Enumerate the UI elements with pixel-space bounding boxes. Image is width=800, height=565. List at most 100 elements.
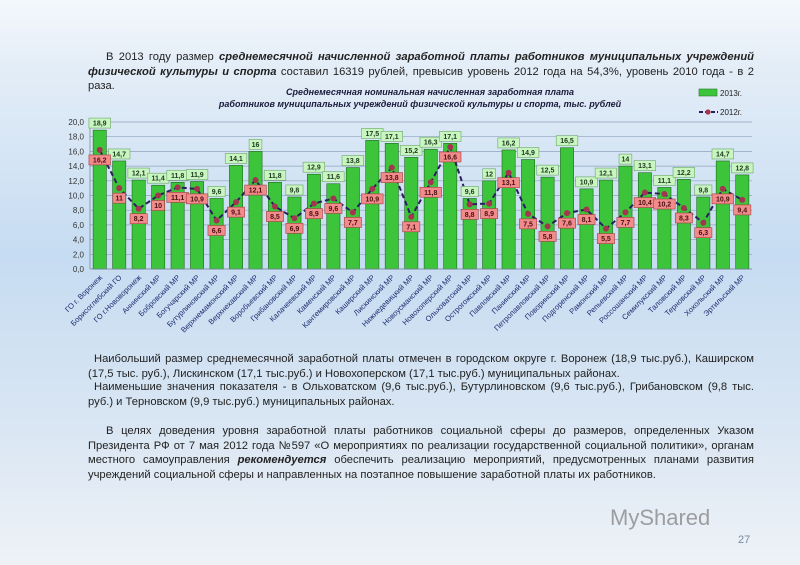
point-2012: [388, 164, 395, 171]
label-2012-box: [538, 231, 557, 242]
bar-2013: [306, 173, 321, 270]
chart-title-line1: Среднемесячная номинальная начисленная з…: [286, 87, 574, 97]
label-2012-box: [402, 221, 421, 233]
label-2013-box: [694, 184, 713, 196]
label-2012: 9,6: [329, 206, 339, 213]
label-2013: 11,9: [190, 172, 203, 179]
y-tick-label: 18,0: [68, 133, 84, 142]
point-2012: [680, 204, 687, 211]
label-2013-box: [482, 168, 496, 180]
y-tick-label: 2,0: [73, 250, 85, 259]
label-2012-box: [597, 233, 615, 244]
bar-2013: [637, 172, 652, 270]
text-segment: Наибольший размер среднемесячной заработ…: [88, 353, 754, 380]
label-2012: 8,8: [465, 212, 475, 219]
label-2012: 11,8: [424, 190, 437, 197]
label-2013: 11,1: [658, 178, 671, 185]
legend-label-2012: 2012г.: [720, 108, 742, 117]
point-2012: [719, 185, 726, 192]
point-2012: [310, 200, 317, 207]
label-2013: 15,2: [404, 148, 418, 155]
label-2012-box: [361, 193, 384, 205]
label-2013: 16,3: [424, 140, 438, 147]
point-2012: [427, 179, 434, 186]
label-2012-box: [558, 217, 576, 229]
bar-2013: [423, 148, 438, 270]
text-segment: составил 16319 рублей, превысив уровень …: [88, 65, 754, 93]
text-segment: Наименьшие значения показателя - в Ольхо…: [88, 381, 754, 408]
label-2012-box: [112, 192, 126, 204]
point-2012: [564, 210, 571, 217]
point-2012: [661, 191, 668, 198]
legend-swatch-2013: [698, 88, 718, 97]
point-2012: [466, 201, 473, 208]
page-number: 27: [738, 534, 751, 546]
label-2013-box: [400, 144, 423, 156]
label-2012: 8,3: [679, 215, 689, 222]
label-2013: 13,1: [638, 163, 652, 170]
label-2012: 13,8: [385, 175, 399, 182]
label-2013-box: [460, 186, 479, 197]
label-2013-box: [555, 135, 579, 147]
label-2012: 5,8: [543, 234, 553, 241]
point-2012: [135, 205, 142, 212]
salary-chart: 0,02,04,06,08,010,012,014,016,018,020,0 …: [63, 87, 754, 334]
point-2012: [486, 200, 493, 207]
label-2013: 9,6: [465, 189, 475, 196]
label-2012: 16,2: [93, 157, 107, 164]
point-2012: [194, 185, 201, 192]
point-2012: [408, 213, 415, 220]
label-2013: 12,5: [541, 168, 555, 175]
point-2012: [622, 209, 629, 216]
label-2012: 9,1: [231, 210, 241, 217]
bar-2013: [676, 179, 691, 270]
label-2013-box: [248, 139, 263, 150]
point-2012: [233, 199, 240, 206]
bar-2013: [715, 160, 730, 270]
label-2013-box: [419, 136, 442, 148]
label-2013: 12,1: [132, 171, 146, 178]
label-2012: 7,6: [562, 221, 572, 228]
bar-2013: [735, 174, 750, 270]
label-2012: 10,9: [716, 196, 730, 203]
bar-2013: [365, 140, 380, 270]
label-2012: 5,5: [601, 236, 611, 243]
y-tick-label: 14,0: [68, 162, 84, 171]
label-2013: 11,8: [171, 173, 184, 180]
label-2012: 6,3: [698, 230, 708, 237]
label-2012: 12,1: [249, 188, 263, 195]
point-2012: [700, 219, 707, 226]
label-2012-box: [266, 211, 284, 222]
label-2013-box: [536, 164, 559, 176]
label-2013-box: [108, 148, 131, 160]
point-2012: [252, 177, 259, 184]
label-2012-box: [343, 217, 362, 228]
point-2012: [96, 146, 103, 153]
label-2013: 12,8: [735, 165, 749, 172]
bar-2013: [501, 149, 516, 270]
point-2012: [349, 209, 356, 216]
point-2012: [155, 192, 162, 199]
point-2012: [291, 215, 298, 222]
bar-2013: [404, 156, 419, 270]
bar-2013: [112, 160, 127, 270]
label-2012: 7,7: [348, 220, 358, 227]
label-2012-box: [711, 193, 734, 205]
point-2012: [174, 184, 181, 191]
label-2012: 9,4: [737, 207, 747, 214]
label-2013-box: [185, 169, 209, 180]
point-2012: [369, 185, 376, 192]
label-2013: 14,9: [521, 150, 535, 157]
label-2012: 10,4: [638, 200, 652, 207]
label-2013: 16,2: [502, 140, 516, 147]
label-2012-box: [324, 203, 343, 214]
label-2012: 8,9: [309, 211, 319, 218]
text-segment: В 2013 году размер: [106, 51, 220, 63]
watermark-logo: MyShared: [610, 505, 711, 530]
chart-title-line2: работников муниципальных учреждений физи…: [218, 99, 622, 109]
label-2013-box: [341, 155, 364, 166]
label-2012-box: [674, 212, 693, 224]
label-2012-box: [244, 184, 267, 196]
point-2012: [525, 210, 532, 217]
label-2012-box: [185, 193, 209, 205]
